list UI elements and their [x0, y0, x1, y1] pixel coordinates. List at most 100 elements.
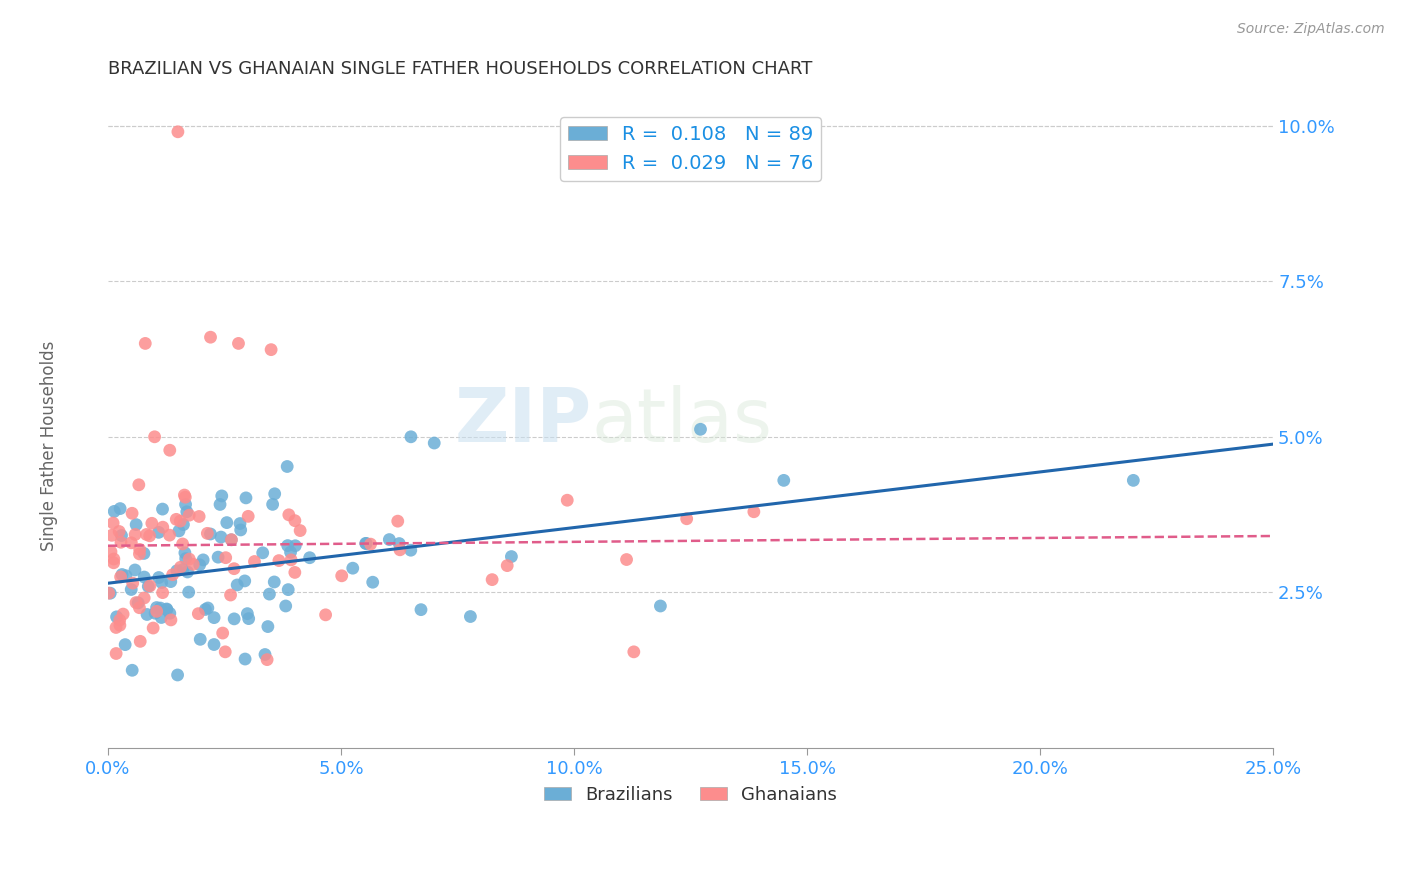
Point [101, 516, 124, 530]
Point [360, 537, 382, 551]
Point [274, 599, 297, 613]
Point [378, 533, 401, 547]
Point [111, 567, 134, 582]
Point [124, 527, 146, 541]
Point [202, 638, 225, 652]
Point [616, 552, 638, 566]
Point [181, 558, 204, 572]
Point [423, 436, 446, 450]
Point [214, 645, 236, 659]
Text: Source: ZipAtlas.com: Source: ZipAtlas.com [1237, 22, 1385, 37]
Point [110, 528, 132, 542]
Point [152, 502, 174, 516]
Point [194, 602, 217, 616]
Text: ZIP: ZIP [454, 384, 592, 458]
Point [200, 330, 222, 344]
Point [97, 586, 120, 600]
Point [143, 430, 166, 444]
Point [262, 497, 284, 511]
Point [252, 546, 274, 560]
Point [675, 512, 697, 526]
Point [176, 565, 198, 579]
Point [501, 549, 523, 564]
Point [215, 550, 238, 565]
Point [166, 668, 188, 682]
Point [200, 527, 222, 541]
Text: BRAZILIAN VS GHANAIAN SINGLE FATHER HOUSEHOLDS CORRELATION CHART: BRAZILIAN VS GHANAIAN SINGLE FATHER HOUS… [108, 60, 813, 78]
Point [148, 525, 170, 540]
Point [150, 610, 173, 624]
Point [169, 560, 191, 574]
Point [219, 588, 242, 602]
Point [354, 536, 377, 550]
Point [152, 585, 174, 599]
Point [105, 647, 128, 661]
Point [387, 514, 409, 528]
Point [409, 602, 432, 616]
Point [174, 546, 197, 560]
Point [103, 552, 125, 566]
Point [124, 563, 146, 577]
Point [101, 528, 124, 542]
Point [399, 430, 422, 444]
Point [209, 530, 232, 544]
Point [209, 498, 232, 512]
Point [188, 558, 211, 572]
Point [121, 663, 143, 677]
Point [142, 621, 165, 635]
Point [211, 489, 233, 503]
Point [211, 626, 233, 640]
Point [162, 567, 184, 582]
Point [169, 514, 191, 528]
Point [388, 542, 411, 557]
Point [187, 607, 209, 621]
Point [159, 574, 181, 589]
Point [174, 551, 197, 566]
Point [260, 343, 283, 357]
Point [143, 606, 166, 620]
Point [134, 336, 156, 351]
Point [330, 569, 353, 583]
Point [128, 547, 150, 561]
Point [277, 539, 299, 553]
Point [202, 610, 225, 624]
Point [263, 487, 285, 501]
Point [388, 536, 411, 550]
Point [121, 506, 143, 520]
Point [238, 612, 260, 626]
Point [207, 550, 229, 565]
Point [134, 570, 156, 584]
Point [226, 578, 249, 592]
Point [125, 517, 148, 532]
Point [188, 632, 211, 647]
Point [136, 579, 159, 593]
Point [103, 504, 125, 518]
Point [167, 524, 190, 538]
Point [197, 601, 219, 615]
Point [284, 566, 307, 580]
Point [243, 554, 266, 568]
Point [221, 533, 243, 547]
Text: Single Father Households: Single Father Households [41, 341, 58, 551]
Point [284, 539, 307, 553]
Point [276, 459, 298, 474]
Point [165, 512, 187, 526]
Point [253, 648, 276, 662]
Point [156, 602, 179, 616]
Point [399, 543, 422, 558]
Point [128, 600, 150, 615]
Legend: Brazilians, Ghanaians: Brazilians, Ghanaians [537, 779, 845, 811]
Point [233, 652, 256, 666]
Point [174, 497, 197, 511]
Point [277, 508, 299, 522]
Point [138, 529, 160, 543]
Point [112, 607, 135, 621]
Point [134, 591, 156, 605]
Point [141, 516, 163, 531]
Point [284, 514, 307, 528]
Point [115, 568, 138, 582]
Point [496, 558, 519, 573]
Point [110, 570, 132, 584]
Point [179, 508, 201, 523]
Point [176, 505, 198, 519]
